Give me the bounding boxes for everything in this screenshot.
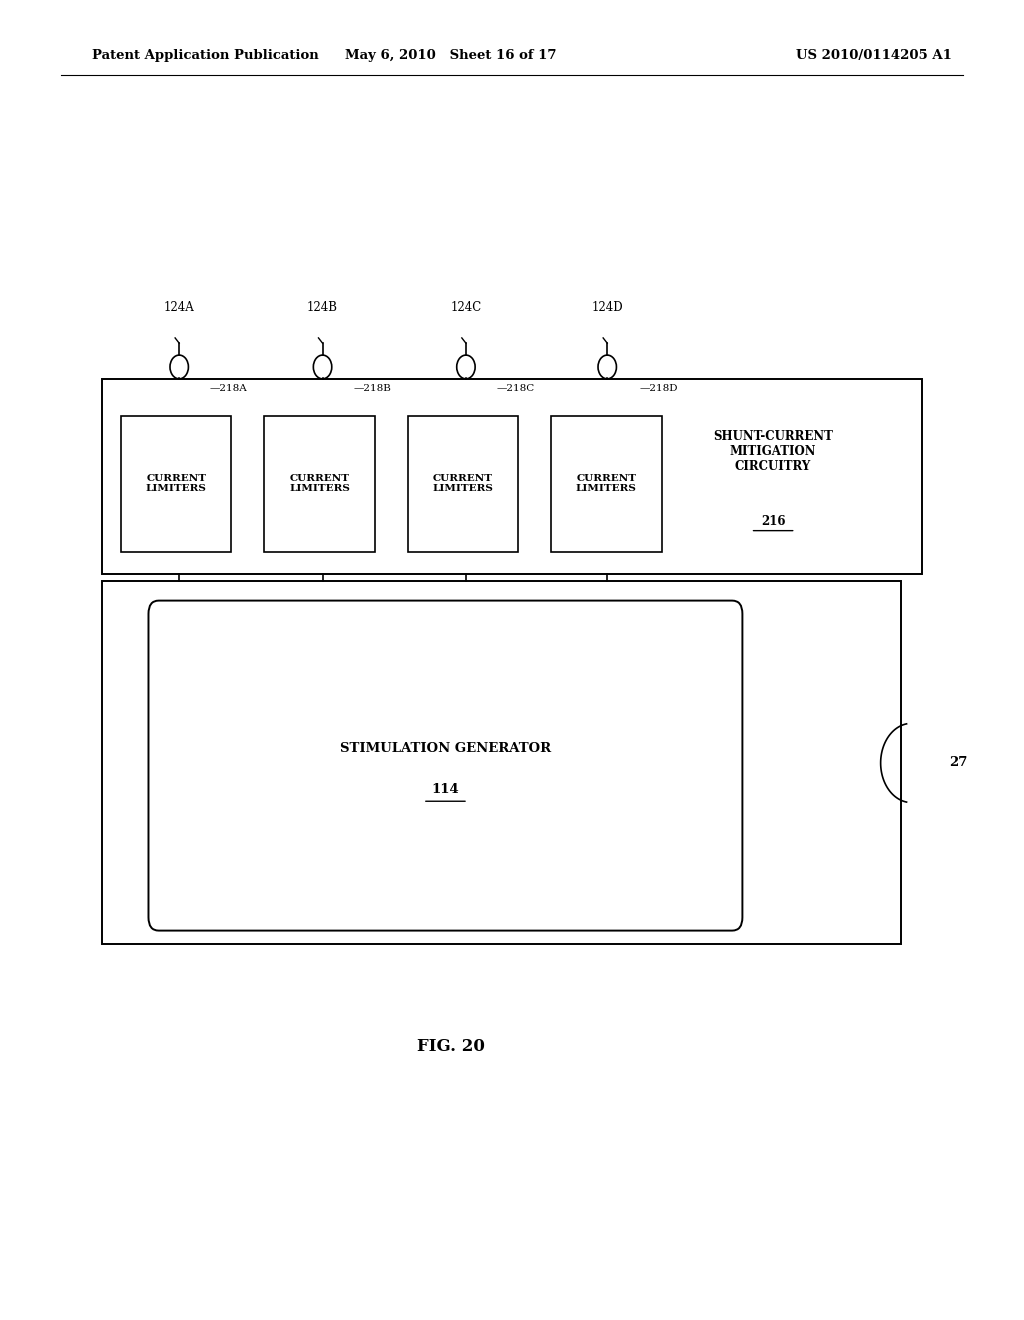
Bar <box>408 416 518 552</box>
Text: 124C: 124C <box>451 301 481 314</box>
Text: 27: 27 <box>949 756 968 770</box>
Text: —218D: —218D <box>640 384 679 392</box>
Text: —218B: —218B <box>353 384 391 392</box>
Text: —218A: —218A <box>210 384 248 392</box>
Text: CURRENT
LIMITERS: CURRENT LIMITERS <box>289 474 350 494</box>
Text: CURRENT
LIMITERS: CURRENT LIMITERS <box>432 474 494 494</box>
Text: Patent Application Publication: Patent Application Publication <box>92 49 318 62</box>
Text: CURRENT
LIMITERS: CURRENT LIMITERS <box>575 474 637 494</box>
Text: 124A: 124A <box>164 301 195 314</box>
Text: 124D: 124D <box>592 301 623 314</box>
Bar <box>102 581 901 944</box>
Text: US 2010/0114205 A1: US 2010/0114205 A1 <box>797 49 952 62</box>
Text: CURRENT
LIMITERS: CURRENT LIMITERS <box>145 474 207 494</box>
Text: STIMULATION GENERATOR: STIMULATION GENERATOR <box>340 742 551 755</box>
Bar <box>551 416 662 552</box>
Bar <box>121 416 231 552</box>
FancyBboxPatch shape <box>148 601 742 931</box>
Bar <box>102 379 922 574</box>
Text: 114: 114 <box>431 783 460 796</box>
Text: SHUNT-CURRENT
MITIGATION
CIRCUITRY: SHUNT-CURRENT MITIGATION CIRCUITRY <box>713 430 834 473</box>
Text: FIG. 20: FIG. 20 <box>417 1039 484 1055</box>
Text: 124B: 124B <box>307 301 338 314</box>
Text: 216: 216 <box>761 515 785 528</box>
Text: May 6, 2010   Sheet 16 of 17: May 6, 2010 Sheet 16 of 17 <box>345 49 556 62</box>
Bar <box>264 416 375 552</box>
Text: —218C: —218C <box>497 384 535 392</box>
